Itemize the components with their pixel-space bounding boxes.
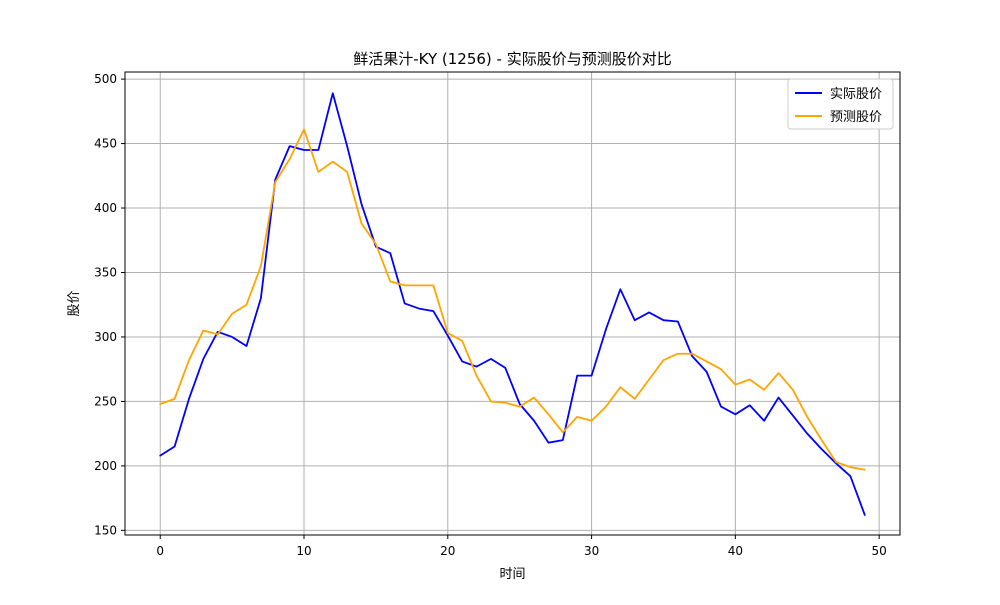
x-tick-label: 30 (584, 544, 599, 558)
series-lines (159, 92, 866, 516)
series-line-actual (159, 92, 866, 516)
x-tick-label: 20 (440, 544, 455, 558)
x-axis-label: 时间 (499, 567, 525, 582)
x-tick-label: 40 (728, 544, 743, 558)
legend-label-actual: 实际股价 (830, 87, 882, 102)
y-tick-label: 300 (94, 330, 117, 344)
chart-title: 鲜活果汁-KY (1256) - 实际股价与预测股价对比 (353, 50, 671, 68)
plot-area-frame (124, 71, 901, 536)
x-tick-label: 50 (872, 544, 887, 558)
y-tick-label: 350 (94, 265, 117, 279)
y-axis-label: 股价 (67, 290, 82, 316)
x-tick-label: 0 (156, 544, 164, 558)
legend-label-predicted: 预测股价 (830, 110, 882, 125)
legend: 实际股价 预测股价 (787, 78, 894, 130)
y-tick-label: 400 (94, 201, 117, 215)
y-tick-label: 150 (94, 523, 117, 537)
y-tick-label: 500 (94, 72, 117, 86)
y-tick-label: 250 (94, 394, 117, 408)
series-line-predicted (159, 128, 866, 471)
grid (125, 72, 900, 535)
axis-ticks: 0 10 20 30 40 50 150 200 250 300 350 400 450 500 (94, 72, 887, 558)
x-tick-label: 10 (296, 544, 311, 558)
y-tick-label: 450 (94, 137, 117, 151)
y-tick-label: 200 (94, 459, 117, 473)
